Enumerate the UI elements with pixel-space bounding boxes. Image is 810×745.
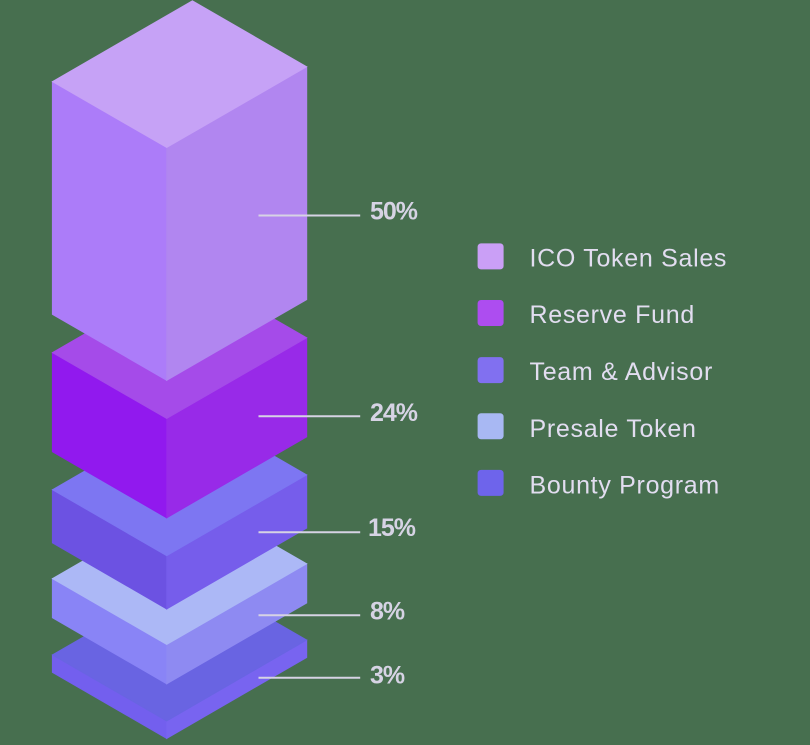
svg-text:Reserve Fund: Reserve Fund xyxy=(530,301,695,329)
svg-text:Presale Token: Presale Token xyxy=(530,415,697,443)
svg-text:24%: 24% xyxy=(370,399,418,427)
svg-text:3%: 3% xyxy=(370,661,405,689)
svg-text:Bounty Program: Bounty Program xyxy=(530,471,720,499)
svg-text:ICO Token Sales: ICO Token Sales xyxy=(530,245,728,273)
svg-text:8%: 8% xyxy=(370,598,405,626)
svg-text:50%: 50% xyxy=(370,198,418,226)
svg-text:Team & Advisor: Team & Advisor xyxy=(530,358,713,386)
svg-text:15%: 15% xyxy=(368,514,416,542)
